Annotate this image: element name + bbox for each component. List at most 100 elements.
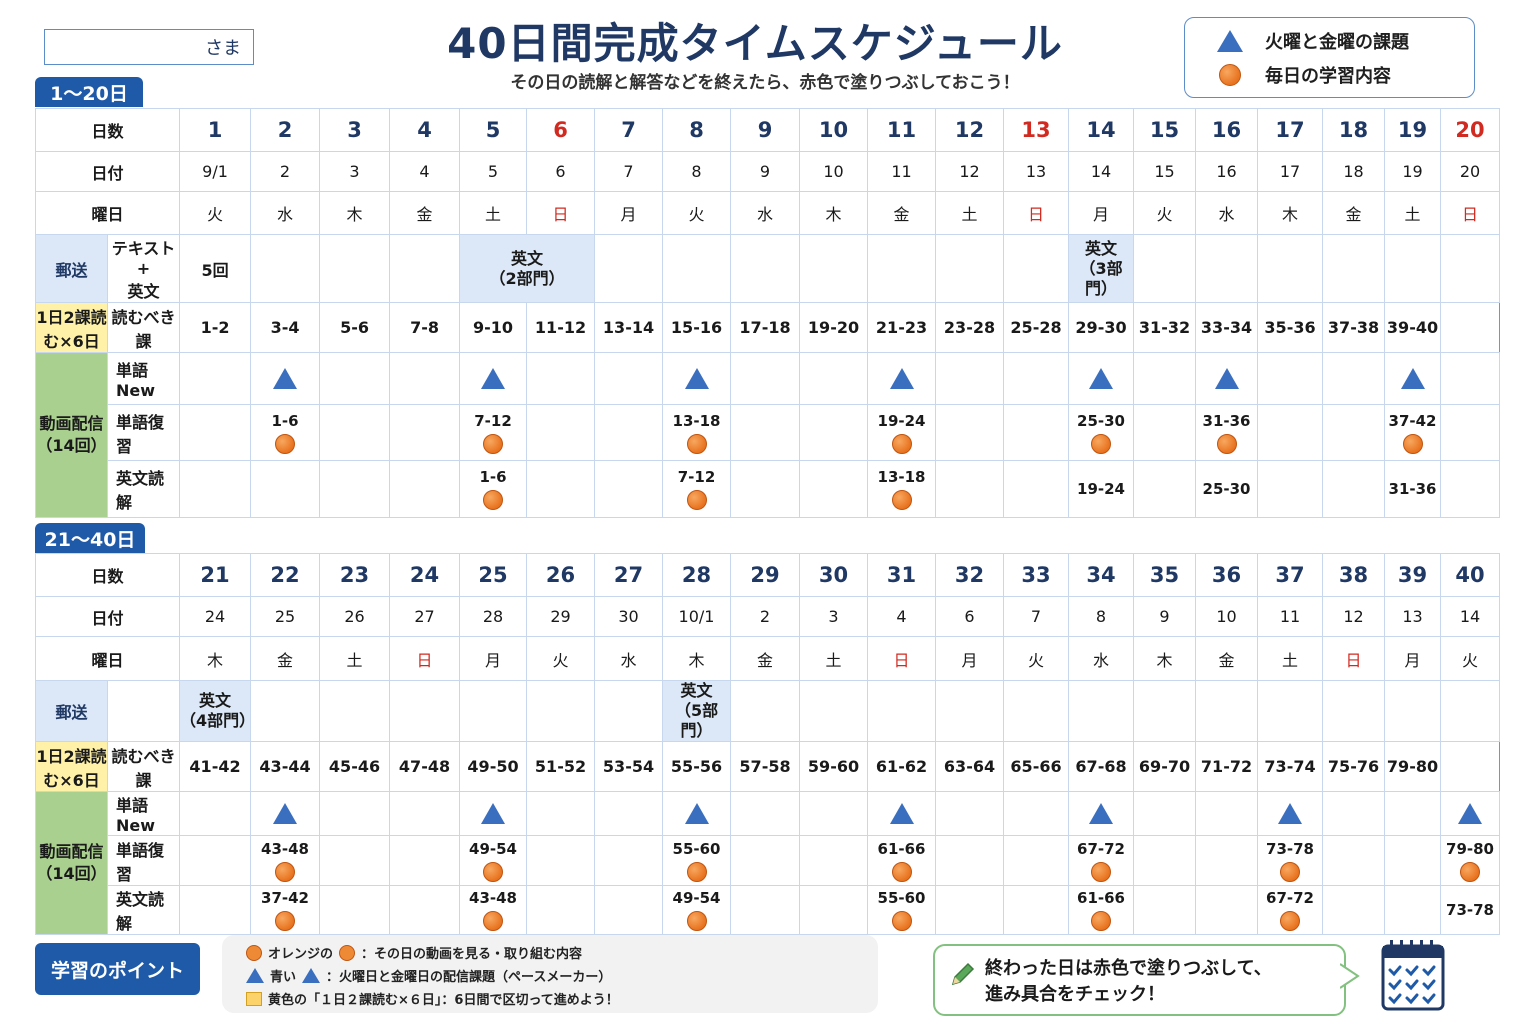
orange-circle-icon <box>275 861 296 882</box>
video-cell <box>1133 885 1197 935</box>
video-cell <box>389 460 461 518</box>
video-cell <box>594 791 664 836</box>
progress-note: 終わった日は赤色で塗りつぶして、 進み具合をチェック！ <box>933 944 1360 1016</box>
weekday-cell: 火 <box>1003 636 1070 681</box>
video-cell <box>1322 352 1386 405</box>
orange-circle-icon <box>891 861 912 882</box>
date-cell: 13 <box>1384 596 1442 637</box>
video-cell: 31-36 <box>1384 460 1442 518</box>
video-cell: 25-30 <box>1068 404 1135 461</box>
name-field[interactable]: さま <box>44 29 254 65</box>
weekday-cell: 月 <box>1384 636 1442 681</box>
day-number: 34 <box>1068 553 1135 597</box>
weekday-cell: 日 <box>1440 191 1500 235</box>
video-cell <box>1003 791 1070 836</box>
weekday-cell: 日 <box>1322 636 1386 681</box>
video-range: 19-24 <box>877 411 926 430</box>
video-cell <box>389 404 461 461</box>
empty-cell <box>1133 234 1197 303</box>
study-points-button[interactable]: 学習のポイント <box>35 943 200 995</box>
blue-triangle-icon <box>1214 368 1239 389</box>
empty-cell <box>1003 680 1070 742</box>
empty-cell <box>799 680 869 742</box>
video-cell <box>319 352 391 405</box>
video-content <box>1070 368 1133 389</box>
row-day-numbers: 日数 1 2 3 4 5 6 7 8 9 10 11 12 13 14 15 16 17 18 19 20 <box>34 108 1500 152</box>
label-weekday: 曜日 <box>34 191 181 235</box>
label-date: 日付 <box>34 596 181 637</box>
day-number: 15 <box>1133 108 1197 152</box>
video-cell <box>1384 352 1442 405</box>
video-cell: 61-66 <box>867 835 937 886</box>
video-cell <box>179 404 252 461</box>
video-cell: 73-78 <box>1440 885 1500 935</box>
lesson-cell: 13-14 <box>594 302 664 353</box>
weekday-cell: 金 <box>389 191 461 235</box>
video-cell <box>1068 352 1135 405</box>
video-cell <box>730 835 801 886</box>
date-cell: 14 <box>1068 151 1135 192</box>
video-cell <box>526 791 596 836</box>
lesson-cell: 19-20 <box>799 302 869 353</box>
day-number: 14 <box>1068 108 1135 152</box>
date-cell: 25 <box>250 596 321 637</box>
video-content: 73-78 <box>1259 840 1322 882</box>
day-number: 9 <box>730 108 801 152</box>
empty-cell <box>1133 680 1197 742</box>
empty-cell <box>1195 680 1259 742</box>
lesson-cell: 7-8 <box>389 302 461 353</box>
date-cell: 10/1 <box>662 596 732 637</box>
video-content <box>1386 368 1440 389</box>
weekday-cell: 土 <box>935 191 1005 235</box>
video-range: 31-36 <box>1388 480 1437 498</box>
video-cell <box>799 885 869 935</box>
empty-cell <box>526 680 596 742</box>
lesson-cell: 79-80 <box>1384 741 1442 792</box>
weekday-cell: 木 <box>662 636 732 681</box>
point-line-2-b: ：火曜日と金曜日の配信課題（ペースメーカー） <box>326 970 612 985</box>
day-number: 7 <box>594 108 664 152</box>
mail-english: 英文 （3部門） <box>1068 234 1135 303</box>
day-number: 12 <box>935 108 1005 152</box>
study-points-box: オレンジの ：その日の動画を見る・取り組む内容 青い ：火曜日と金曜日の配信課題… <box>222 935 878 1013</box>
date-cell: 11 <box>867 151 937 192</box>
day-number: 27 <box>594 553 664 597</box>
lesson-cell: 67-68 <box>1068 741 1135 792</box>
video-content: 43-48 <box>461 889 526 931</box>
video-cell <box>250 460 321 518</box>
empty-cell <box>389 680 461 742</box>
row-day-numbers: 日数 21 22 23 24 25 26 27 28 29 30 31 32 33 34 35 36 37 38 39… <box>34 553 1500 597</box>
weekday-cell: 木 <box>179 636 252 681</box>
row-weekdays: 曜日火水木金土日月火水木金土日月火水木金土日 <box>34 191 1500 235</box>
video-cell <box>799 404 869 461</box>
lesson-cell: 45-46 <box>319 741 391 792</box>
empty-cell <box>1322 234 1386 303</box>
video-cell <box>1440 352 1500 405</box>
calendar-check-icon <box>1381 940 1445 1011</box>
video-cell <box>730 404 801 461</box>
video-cell <box>935 352 1005 405</box>
date-cell: 15 <box>1133 151 1197 192</box>
weekday-cell: 日 <box>867 636 937 681</box>
empty-cell <box>459 680 528 742</box>
label-video: 動画配信 （14回） <box>35 791 108 935</box>
video-content <box>664 368 730 389</box>
row-eng-read: 英文読解 37-42 43-48 49-54 55-60 61-66 67-72 73-78 <box>36 885 1500 935</box>
mail-english: 英文 （2部門） <box>459 234 596 303</box>
orange-circle-icon <box>483 490 504 510</box>
orange-circle-icon <box>275 433 296 454</box>
empty-cell <box>1440 234 1500 303</box>
day-number: 3 <box>319 108 391 152</box>
video-content <box>252 368 319 389</box>
orange-circle-icon <box>891 911 912 931</box>
video-cell: 25-30 <box>1195 460 1259 518</box>
video-cell <box>1003 352 1070 405</box>
video-cell <box>1195 885 1259 935</box>
day-number: 35 <box>1133 553 1197 597</box>
video-cell: 49-54 <box>459 835 528 886</box>
video-cell <box>1440 791 1500 836</box>
date-cell: 8 <box>662 151 732 192</box>
blue-triangle-icon <box>1217 30 1243 52</box>
video-cell <box>1133 791 1197 836</box>
video-cell <box>935 404 1005 461</box>
